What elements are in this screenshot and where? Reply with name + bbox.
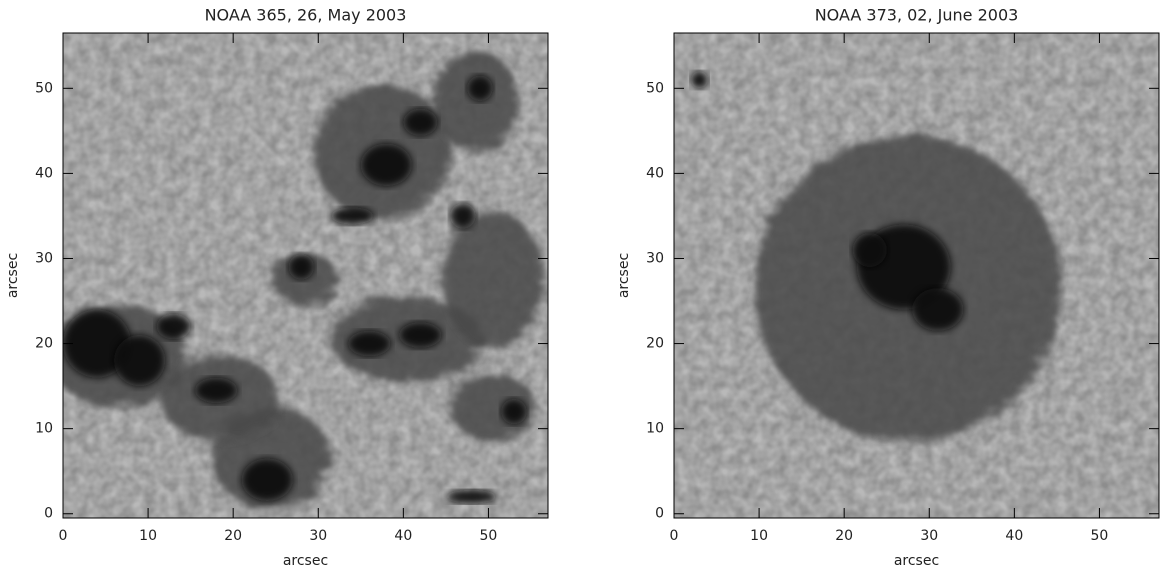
chart-title: NOAA 365, 26, May 2003 [205,6,407,25]
x-tick-label: 20 [835,528,853,544]
umbra [348,331,391,357]
umbra [361,144,412,187]
x-tick-label: 50 [480,528,498,544]
x-tick-label: 30 [920,528,938,544]
umbra [912,288,963,331]
umbra [450,203,476,229]
umbra [403,109,437,136]
x-tick-label: 40 [1005,528,1023,544]
y-tick-label: 0 [44,506,53,522]
y-tick-label: 30 [646,250,664,266]
y-axis-label: arcsec [616,253,632,298]
umbra [446,490,497,504]
umbra [242,458,293,501]
y-tick-label: 0 [655,506,664,522]
y-tick-label: 40 [35,165,53,181]
solar-image [46,33,548,518]
penumbra [437,207,539,343]
umbra [691,71,708,88]
y-tick-label: 20 [35,336,53,352]
x-tick-label: 40 [394,528,412,544]
umbra [399,322,442,348]
y-tick-label: 10 [35,421,53,437]
y-tick-label: 10 [646,421,664,437]
x-tick-label: 50 [1091,528,1109,544]
umbra [467,76,493,102]
umbra [157,314,191,340]
umbra [288,254,314,280]
y-tick-label: 50 [646,80,664,96]
y-tick-label: 30 [35,250,53,266]
y-axis-label: arcsec [5,253,21,298]
y-tick-label: 20 [646,336,664,352]
chart-title: NOAA 373, 02, June 2003 [815,6,1019,25]
x-tick-label: 10 [750,528,768,544]
x-tick-label: 0 [670,528,679,544]
x-tick-label: 20 [224,528,242,544]
solar-image [674,33,1159,518]
x-tick-label: 30 [309,528,327,544]
x-axis-label: arcsec [283,553,328,569]
y-tick-label: 50 [35,80,53,96]
y-tick-label: 40 [646,165,664,181]
x-tick-label: 0 [59,528,68,544]
figure: NOAA 365, 26, May 2003 arcsec arcsec 0 10 20 3… [0,0,1166,571]
umbra [853,233,887,267]
x-tick-label: 10 [139,528,157,544]
umbra [195,378,238,404]
umbra [501,399,527,425]
umbra [331,207,374,224]
x-axis-label: arcsec [894,553,939,569]
umbra [114,335,165,386]
